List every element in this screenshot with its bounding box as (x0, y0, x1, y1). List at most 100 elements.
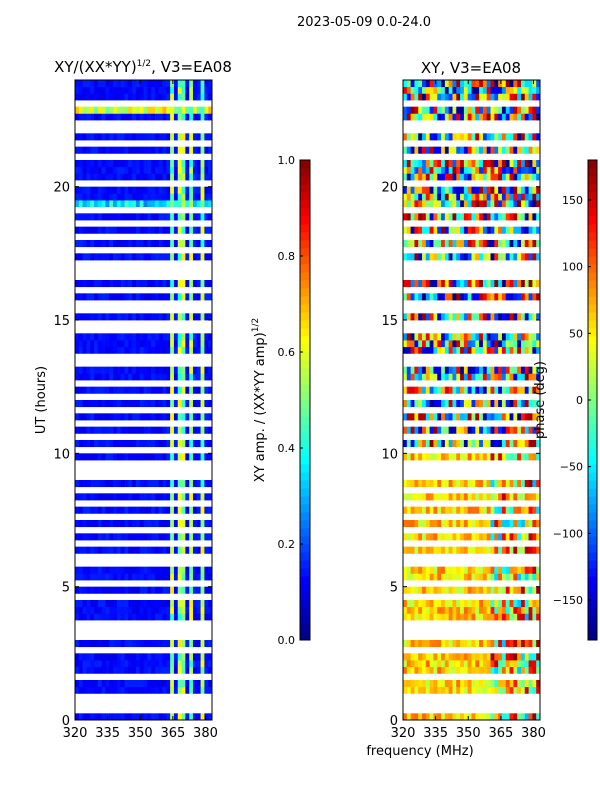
heatmap-cell (177, 600, 182, 608)
heatmap-cell (173, 160, 179, 168)
heatmap-cell (124, 166, 129, 174)
heatmap-cell (173, 653, 179, 661)
heatmap-cell (505, 506, 510, 514)
heatmap-cell (173, 253, 179, 261)
heatmap-cell (414, 373, 419, 381)
heatmap-cell (456, 186, 461, 194)
heatmap-cell (414, 106, 419, 114)
heatmap-cell (204, 660, 209, 668)
heatmap-cell (448, 680, 453, 688)
heatmap-cell (143, 366, 148, 374)
heatmap-cell (479, 520, 484, 528)
heatmap-cell (463, 93, 469, 101)
heatmap-cell (154, 713, 160, 721)
heatmap-cell (208, 193, 213, 201)
heatmap-cell (505, 313, 510, 321)
heatmap-cell (181, 213, 186, 221)
heatmap-cell (471, 713, 476, 721)
heatmap-cell (528, 193, 533, 201)
colorbar-segment (300, 232, 310, 241)
heatmap-cell (486, 413, 491, 421)
heatmap-cell (181, 313, 186, 321)
heatmap-cell (414, 280, 419, 288)
heatmap-cell (410, 493, 415, 501)
heatmap-cell (532, 413, 537, 421)
heatmap-cell (490, 200, 495, 208)
heatmap-cell (456, 400, 461, 408)
heatmap-cell (498, 713, 503, 721)
heatmap-cell (463, 653, 469, 661)
heatmap-cell (132, 340, 137, 348)
heatmap-cell (78, 440, 84, 448)
heatmap-cell (143, 173, 148, 181)
colorbar-segment (300, 512, 310, 521)
heatmap-cell (204, 653, 209, 661)
heatmap-cell (166, 453, 171, 461)
heatmap-cell (128, 680, 133, 688)
heatmap-cell (135, 533, 141, 541)
heatmap-cell (517, 686, 522, 694)
heatmap-cell (151, 566, 156, 574)
heatmap-cell (94, 280, 99, 288)
heatmap-cell (467, 386, 472, 394)
phase-colorbar-label: phase (deg) (533, 361, 548, 439)
heatmap-cell (482, 506, 488, 514)
heatmap-cell (75, 80, 80, 88)
heatmap-cell (132, 193, 137, 201)
colorbar-segment (300, 504, 310, 513)
colorbar-segment (300, 472, 310, 481)
heatmap-cell (444, 80, 450, 88)
heatmap-cell (448, 333, 453, 341)
heatmap-cell (113, 373, 118, 381)
heatmap-cell (406, 400, 412, 408)
heatmap-cell (208, 520, 213, 528)
heatmap-cell (75, 660, 80, 668)
heatmap-cell (97, 106, 103, 114)
heatmap-cell (162, 253, 167, 261)
heatmap-cell (441, 333, 446, 341)
heatmap-cell (403, 226, 408, 234)
heatmap-cell (418, 113, 423, 121)
heatmap-cell (501, 160, 507, 168)
heatmap-cell (403, 186, 408, 194)
heatmap-cell (128, 653, 133, 661)
heatmap-cell (532, 506, 537, 514)
heatmap-cell (166, 713, 171, 721)
heatmap-cell (97, 213, 103, 221)
heatmap-cell (135, 80, 141, 88)
heatmap-cell (509, 340, 514, 348)
heatmap-cell (513, 653, 518, 661)
heatmap-cell (437, 160, 442, 168)
heatmap-cell (135, 173, 141, 181)
heatmap-cell (204, 493, 209, 501)
heatmap-cell (151, 200, 156, 208)
heatmap-cell (501, 253, 507, 261)
heatmap-cell (192, 340, 198, 348)
heatmap-cell (479, 173, 484, 181)
heatmap-cell (425, 426, 431, 434)
heatmap-cell (433, 400, 438, 408)
heatmap-cell (162, 280, 167, 288)
heatmap-cell (173, 240, 179, 248)
heatmap-cell (490, 173, 495, 181)
heatmap-cell (196, 113, 201, 121)
heatmap-cell (501, 586, 507, 594)
heatmap-cell (441, 453, 446, 461)
heatmap-cell (460, 453, 465, 461)
heatmap-cell (509, 680, 514, 688)
heatmap-cell (192, 606, 198, 614)
heatmap-cell (425, 240, 431, 248)
heatmap-cell (460, 340, 465, 348)
heatmap-cell (78, 413, 84, 421)
heatmap-cell (414, 313, 419, 321)
heatmap-cell (97, 346, 103, 354)
heatmap-cell (132, 660, 137, 668)
heatmap-cell (105, 313, 110, 321)
heatmap-cell (517, 253, 522, 261)
heatmap-cell (124, 660, 129, 668)
heatmap-cell (463, 106, 469, 114)
heatmap-cell (452, 400, 457, 408)
colorbar-segment (588, 248, 597, 257)
heatmap-cell (86, 280, 91, 288)
